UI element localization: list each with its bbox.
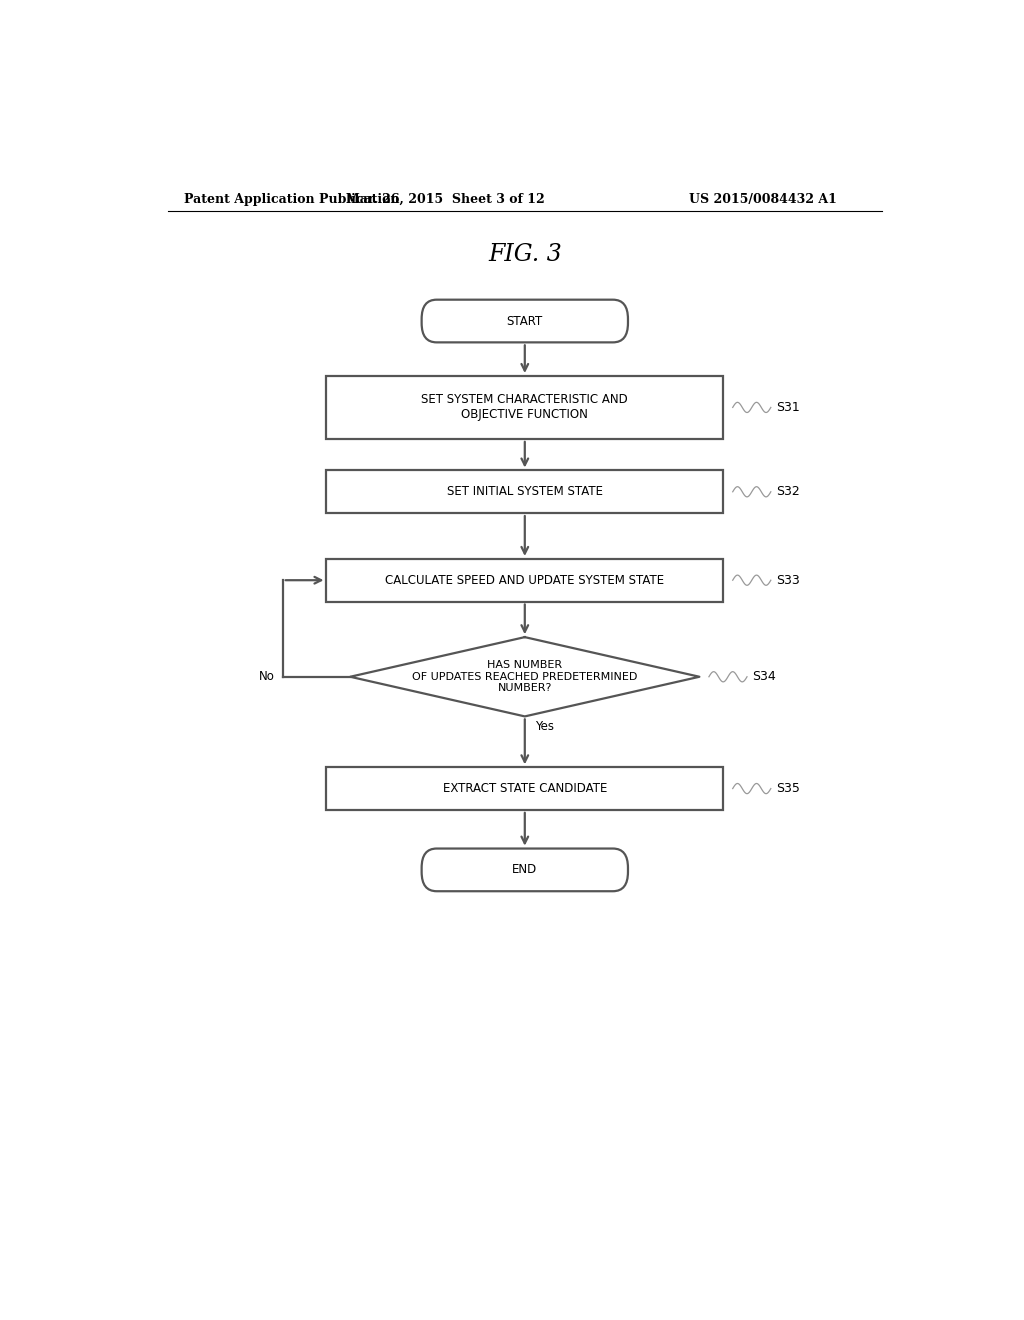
Text: CALCULATE SPEED AND UPDATE SYSTEM STATE: CALCULATE SPEED AND UPDATE SYSTEM STATE xyxy=(385,574,665,586)
Text: S32: S32 xyxy=(776,486,800,498)
Text: EXTRACT STATE CANDIDATE: EXTRACT STATE CANDIDATE xyxy=(442,781,607,795)
Text: Yes: Yes xyxy=(536,721,554,734)
Text: END: END xyxy=(512,863,538,876)
Text: SET INITIAL SYSTEM STATE: SET INITIAL SYSTEM STATE xyxy=(446,486,603,498)
Text: START: START xyxy=(507,314,543,327)
Text: S33: S33 xyxy=(776,574,800,586)
Text: S35: S35 xyxy=(776,781,800,795)
Bar xyxy=(327,376,723,440)
Bar xyxy=(327,470,723,513)
Text: S31: S31 xyxy=(776,401,800,414)
FancyBboxPatch shape xyxy=(422,849,628,891)
Text: S34: S34 xyxy=(753,671,776,684)
Text: No: No xyxy=(259,671,274,684)
Bar xyxy=(327,558,723,602)
Bar xyxy=(327,767,723,810)
Text: FIG. 3: FIG. 3 xyxy=(487,243,562,267)
Text: US 2015/0084432 A1: US 2015/0084432 A1 xyxy=(689,193,837,206)
FancyBboxPatch shape xyxy=(422,300,628,342)
Text: Mar. 26, 2015  Sheet 3 of 12: Mar. 26, 2015 Sheet 3 of 12 xyxy=(346,193,545,206)
Text: SET SYSTEM CHARACTERISTIC AND
OBJECTIVE FUNCTION: SET SYSTEM CHARACTERISTIC AND OBJECTIVE … xyxy=(422,393,628,421)
Text: HAS NUMBER
OF UPDATES REACHED PREDETERMINED
NUMBER?: HAS NUMBER OF UPDATES REACHED PREDETERMI… xyxy=(412,660,638,693)
Text: Patent Application Publication: Patent Application Publication xyxy=(183,193,399,206)
